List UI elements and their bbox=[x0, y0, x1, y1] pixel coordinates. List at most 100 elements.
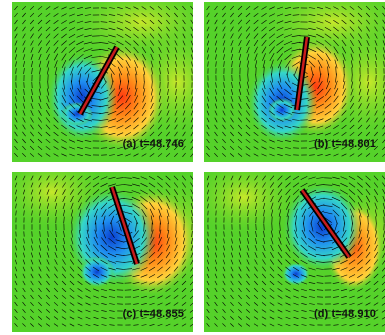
vector-arrow bbox=[15, 196, 17, 202]
vector-arrow bbox=[117, 6, 123, 10]
vector-arrow bbox=[231, 196, 233, 202]
vector-arrow bbox=[333, 132, 339, 136]
vector-arrow bbox=[100, 267, 108, 271]
vector-arrow bbox=[279, 66, 281, 76]
vector-arrow bbox=[29, 19, 35, 25]
vector-arrow bbox=[173, 323, 179, 327]
vector-arrow bbox=[45, 33, 51, 39]
vector-arrow bbox=[331, 196, 341, 202]
vector-arrow bbox=[77, 288, 83, 292]
vector-arrow bbox=[86, 208, 90, 218]
vector-arrow bbox=[237, 146, 243, 150]
vector-arrow bbox=[358, 88, 362, 96]
vector-arrow bbox=[269, 259, 275, 265]
vector-arrow bbox=[149, 40, 155, 46]
vector-arrow bbox=[333, 139, 339, 143]
vector-arrow bbox=[143, 222, 145, 232]
vector-arrow bbox=[100, 140, 108, 142]
vector-arrow bbox=[284, 89, 292, 95]
vector-arrow bbox=[366, 103, 370, 109]
vector-arrow bbox=[317, 139, 323, 143]
vector-arrow bbox=[14, 26, 18, 32]
vector-arrow bbox=[263, 209, 265, 217]
vector-arrow bbox=[94, 229, 98, 239]
vector-arrow bbox=[158, 102, 162, 110]
vector-arrow bbox=[158, 95, 162, 103]
vector-arrow bbox=[331, 253, 341, 257]
vector-arrow bbox=[174, 117, 178, 123]
vector-arrow bbox=[68, 20, 76, 24]
vector-arrow bbox=[142, 215, 146, 225]
vector-arrow bbox=[14, 19, 18, 25]
vector-arrow bbox=[262, 189, 266, 195]
vector-arrow bbox=[181, 302, 187, 306]
vector-arrow bbox=[214, 280, 218, 286]
vector-arrow bbox=[85, 195, 91, 203]
vector-arrow bbox=[61, 323, 67, 327]
vector-arrow bbox=[191, 237, 193, 245]
vector-arrow bbox=[349, 19, 355, 25]
vector-arrow bbox=[157, 138, 163, 144]
vector-arrow bbox=[308, 274, 316, 278]
vector-arrow bbox=[262, 80, 266, 90]
vector-arrow bbox=[190, 175, 193, 180]
vector-arrow bbox=[91, 112, 101, 114]
vector-arrow bbox=[149, 146, 155, 150]
vector-arrow bbox=[183, 89, 185, 95]
vector-arrow bbox=[191, 216, 193, 224]
vector-arrow bbox=[37, 153, 43, 157]
vector-arrow bbox=[92, 281, 100, 285]
vector-arrow bbox=[68, 40, 76, 46]
vector-arrow bbox=[277, 154, 283, 156]
vector-arrow bbox=[222, 138, 226, 144]
vector-arrow bbox=[69, 287, 75, 293]
vector-arrow bbox=[61, 110, 67, 116]
vector-arrow bbox=[116, 117, 124, 123]
vector-arrow bbox=[14, 323, 18, 327]
vector-arrow bbox=[54, 95, 58, 103]
vector-arrow bbox=[109, 154, 115, 156]
vector-arrow bbox=[229, 153, 235, 157]
vector-arrow bbox=[238, 301, 242, 307]
vector-arrow bbox=[373, 273, 379, 279]
vector-arrow bbox=[38, 196, 42, 202]
vector-arrow bbox=[230, 19, 234, 25]
vector-arrow bbox=[341, 110, 347, 116]
vector-arrow bbox=[261, 95, 267, 103]
vector-arrow bbox=[230, 323, 234, 327]
vector-arrow bbox=[375, 209, 377, 217]
vector-arrow bbox=[133, 6, 139, 10]
vector-arrow bbox=[68, 132, 76, 136]
vector-arrow bbox=[38, 40, 42, 46]
vector-arrow bbox=[85, 202, 91, 210]
vector-arrow bbox=[246, 259, 250, 265]
vector-arrow bbox=[206, 316, 210, 320]
vector-arrow bbox=[126, 87, 130, 97]
vector-arrow bbox=[308, 133, 316, 135]
vector-arrow bbox=[159, 88, 161, 96]
vector-arrow bbox=[373, 295, 379, 299]
vector-arrow bbox=[292, 21, 300, 23]
vector-arrow bbox=[30, 316, 34, 320]
vector-arrow bbox=[349, 110, 355, 116]
vector-arrow bbox=[30, 189, 34, 195]
vector-arrow bbox=[38, 252, 42, 258]
vector-arrow bbox=[341, 208, 347, 218]
vector-arrow bbox=[358, 103, 362, 109]
vector-arrow bbox=[231, 231, 233, 237]
vector-arrow bbox=[230, 26, 234, 32]
vector-arrow bbox=[100, 35, 108, 37]
vector-arrow bbox=[230, 273, 234, 279]
vector-arrow bbox=[222, 323, 226, 327]
vector-arrow bbox=[277, 273, 283, 279]
vector-arrow bbox=[366, 230, 370, 238]
vector-arrow bbox=[22, 266, 26, 272]
vector-arrow bbox=[315, 253, 325, 257]
vector-arrow bbox=[183, 216, 185, 224]
vector-arrow bbox=[182, 138, 186, 144]
vector-arrow bbox=[142, 67, 146, 75]
vector-arrow bbox=[348, 252, 356, 258]
vector-arrow bbox=[277, 302, 283, 306]
vector-arrow bbox=[262, 244, 266, 252]
vector-arrow bbox=[246, 252, 250, 258]
